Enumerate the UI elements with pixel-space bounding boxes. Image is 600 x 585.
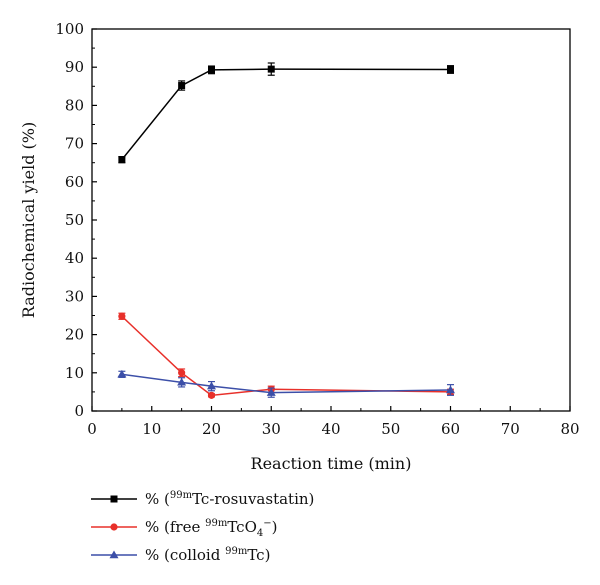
series-2: [118, 312, 455, 399]
data-point: [207, 381, 216, 390]
y-tick-label: 20: [65, 326, 84, 344]
y-axis-title: Radiochemical yield (%): [19, 122, 38, 318]
data-point: [207, 391, 216, 399]
plot-frame: [91, 28, 571, 412]
series-line: [121, 315, 451, 397]
y-tick-label: 60: [65, 173, 84, 191]
legend: % (99mTc-rosuvastatin) % (free 99mTcO4−)%…: [91, 490, 314, 564]
legend-label: % (colloid 99mTc): [145, 546, 270, 564]
axes: 0 10 20 30 40 50 60 70 80 90 100 0 10 20 30 40 50 60 70 80 R…: [19, 20, 580, 473]
data-point: [118, 156, 126, 164]
data-point: [267, 65, 275, 73]
y-tick-label: 70: [65, 135, 84, 153]
data-point: [178, 82, 186, 90]
y-tick-label: 80: [65, 96, 84, 114]
series-3: [117, 369, 455, 398]
legend-marker: [109, 550, 119, 559]
y-tick-label: 30: [65, 287, 84, 305]
data-point: [446, 385, 455, 394]
y-tick-label: 90: [65, 58, 84, 76]
legend-entry-1: % (99mTc-rosuvastatin): [91, 490, 314, 508]
legend-entry-3: % (colloid 99mTc): [91, 546, 270, 564]
x-tick-label: 20: [202, 420, 221, 438]
data-point: [118, 312, 126, 320]
data-point: [178, 369, 186, 377]
data-point: [266, 388, 276, 396]
series-group: [117, 62, 455, 399]
y-tick-label: 40: [65, 249, 84, 267]
x-axis-title: Reaction time (min): [251, 454, 412, 473]
x-tick-label: 70: [501, 420, 520, 438]
legend-marker: [110, 495, 118, 503]
legend-marker: [110, 523, 118, 531]
legend-label: % (free 99mTcO4−): [145, 518, 278, 539]
y-tick-label: 100: [55, 20, 84, 38]
y-tick-label: 0: [74, 402, 84, 420]
x-tick-label: 30: [262, 420, 281, 438]
x-tick-label: 60: [441, 420, 460, 438]
x-tick-label: 50: [381, 420, 400, 438]
series-line: [121, 68, 451, 161]
x-tick-label: 0: [87, 420, 97, 438]
x-tick-label: 10: [142, 420, 161, 438]
y-tick-label: 10: [65, 364, 84, 382]
data-point: [177, 377, 187, 386]
x-tick-label: 40: [321, 420, 340, 438]
series-1: [118, 62, 454, 164]
data-point: [447, 65, 454, 73]
legend-label: % (99mTc-rosuvastatin): [145, 490, 314, 508]
y-tick-label: 50: [65, 211, 84, 229]
x-tick-label: 80: [560, 420, 579, 438]
data-point: [208, 66, 215, 74]
data-point: [117, 369, 127, 378]
legend-entry-2: % (free 99mTcO4−): [91, 518, 278, 539]
